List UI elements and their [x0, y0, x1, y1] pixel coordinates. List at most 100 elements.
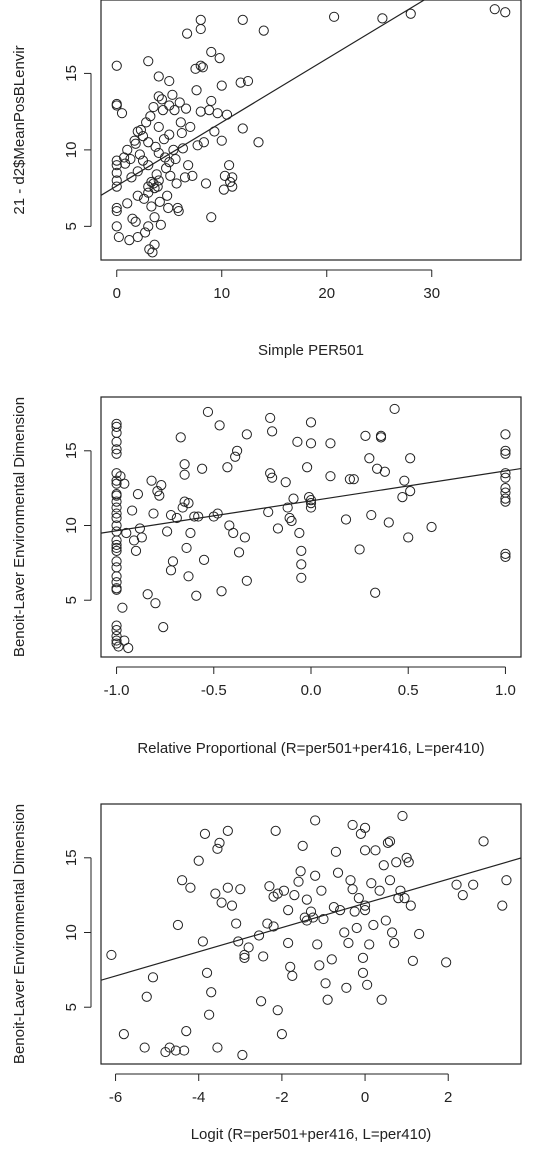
data-point — [145, 111, 156, 122]
data-point — [283, 904, 294, 916]
data-point — [286, 515, 297, 527]
data-point — [165, 170, 176, 181]
data-point — [111, 160, 122, 171]
data-point — [179, 1045, 190, 1056]
data-point — [197, 62, 208, 73]
data-point — [150, 598, 161, 609]
data-point — [111, 60, 122, 71]
data-point — [310, 815, 321, 826]
data-point — [148, 101, 159, 113]
data-point — [296, 545, 307, 557]
data-point — [170, 153, 181, 165]
data-point — [206, 212, 217, 223]
data-point — [149, 239, 160, 250]
data-point — [143, 137, 154, 148]
data-point — [152, 181, 163, 192]
data-point — [357, 952, 369, 964]
data-point — [360, 430, 371, 441]
data-point — [154, 490, 165, 501]
data-point — [111, 620, 122, 631]
data-point — [500, 472, 511, 483]
data-point — [206, 46, 217, 58]
data-point — [198, 137, 209, 148]
data-point — [199, 828, 211, 839]
y-axis-title: Benoit-Laver Environmental Dimension — [11, 397, 28, 657]
data-point — [347, 884, 358, 895]
data-point — [375, 430, 387, 441]
data-point — [187, 170, 198, 181]
data-point — [127, 505, 138, 516]
data-point — [227, 181, 238, 192]
data-point — [134, 523, 145, 534]
x-axis-title: Simple PER501 — [258, 342, 364, 359]
data-point — [150, 141, 161, 152]
data-point — [162, 190, 173, 201]
data-point — [380, 915, 391, 926]
data-point — [353, 893, 364, 904]
points-group — [101, 0, 511, 258]
data-point — [370, 845, 381, 856]
data-point — [216, 80, 227, 91]
data-point — [405, 453, 416, 464]
data-point — [237, 14, 248, 25]
data-point — [478, 836, 489, 847]
data-point — [292, 436, 303, 447]
data-point — [255, 996, 267, 1007]
data-point — [364, 453, 375, 464]
data-point — [156, 480, 167, 491]
data-point — [284, 512, 295, 524]
data-point — [113, 641, 124, 652]
data-point — [325, 438, 336, 449]
data-point — [379, 466, 390, 477]
data-point — [241, 429, 252, 440]
data-point — [326, 954, 337, 965]
data-point — [272, 888, 283, 899]
data-point — [111, 571, 122, 582]
y-tick-label: 15 — [63, 849, 80, 866]
data-point — [366, 509, 377, 521]
data-point — [177, 502, 188, 513]
data-point — [239, 952, 250, 964]
data-point — [111, 221, 122, 232]
data-point — [122, 198, 133, 209]
data-point — [212, 508, 223, 519]
data-point — [354, 544, 365, 555]
data-point — [216, 586, 227, 597]
y-tick-label: 10 — [63, 924, 80, 941]
data-point — [111, 630, 122, 642]
data-point — [148, 508, 159, 519]
data-point — [263, 506, 274, 518]
data-point — [293, 876, 304, 887]
data-point — [312, 939, 323, 950]
y-tick-label: 5 — [63, 1003, 80, 1011]
data-point — [265, 468, 276, 479]
data-point — [357, 967, 369, 978]
data-point — [212, 1042, 223, 1053]
data-point — [325, 471, 336, 482]
x-tick-label: 20 — [318, 285, 335, 302]
data-point — [339, 927, 350, 938]
data-point — [224, 160, 235, 171]
chart-panel-1: 0 10 20 30 5 10 15 Simple PER501 21 - d2$MeanPos… — [11, 0, 522, 359]
data-point — [165, 565, 177, 576]
data-point — [264, 881, 275, 892]
data-point — [295, 866, 306, 877]
data-point — [111, 468, 122, 479]
data-point — [239, 532, 250, 543]
data-point — [305, 417, 317, 428]
data-point — [152, 486, 163, 497]
data-point — [111, 584, 122, 595]
data-point — [192, 140, 203, 151]
data-point — [151, 169, 162, 180]
data-point — [376, 994, 387, 1005]
data-point — [146, 475, 157, 486]
data-point — [241, 575, 252, 586]
regression-line — [101, 467, 521, 534]
data-point — [153, 71, 164, 82]
data-point — [389, 403, 400, 415]
data-point — [468, 879, 479, 890]
data-point — [142, 589, 153, 600]
data-point — [181, 1026, 192, 1037]
data-point — [242, 75, 254, 87]
x-axis-title: Logit (R=per501+per416, L=per410) — [191, 1126, 432, 1143]
